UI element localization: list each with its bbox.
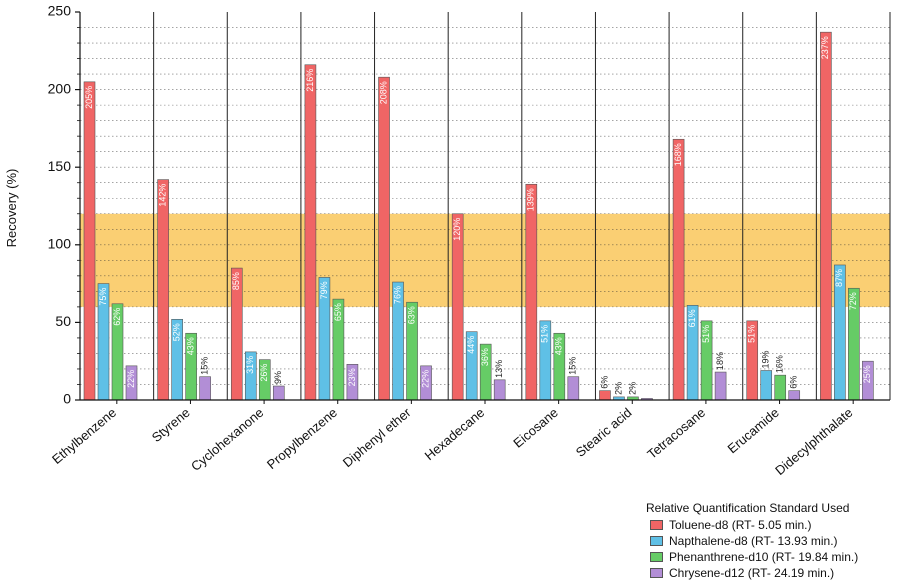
grid-layer: [80, 12, 890, 400]
bar-label-1-0: 75%: [98, 288, 108, 306]
bar-label-1-5: 44%: [466, 336, 476, 354]
bar-label-3-8: 18%: [715, 352, 725, 370]
bar-label-2-0: 62%: [112, 308, 122, 326]
legend-title: Relative Quantification Standard Used: [646, 501, 850, 515]
bar-label-3-0: 22%: [126, 370, 136, 388]
bar-label-1-10: 87%: [834, 269, 844, 287]
x-tick-label: Diphenyl ether: [340, 404, 414, 470]
y-tick-label: 0: [63, 391, 71, 407]
bar-label-3-1: 15%: [200, 357, 210, 375]
legend-swatch-chrysene: [650, 568, 663, 578]
bar-label-1-6: 51%: [540, 325, 550, 343]
bar-3-2: [272, 385, 285, 401]
bar-label-2-4: 63%: [406, 306, 416, 324]
bar-label-2-7: 2%: [627, 382, 637, 395]
x-tick-label: Tetracosane: [644, 405, 708, 462]
bar-label-1-1: 52%: [172, 323, 182, 341]
bar-0-4: [378, 76, 390, 401]
bar-label-3-5: 13%: [494, 360, 504, 378]
bar-label-2-10: 72%: [848, 292, 858, 310]
bar-layer: 205% 142% 85% 216% 208% 120% 139% 6% 168% 51% 237%…: [83, 31, 874, 401]
bar-label-3-9: 6%: [789, 376, 799, 389]
y-axis-label: Recovery (%): [4, 169, 19, 248]
bar-label-1-7: 2%: [613, 382, 623, 395]
y-tick-label: 200: [48, 80, 72, 96]
bar-label-0-4: 208%: [378, 81, 388, 104]
legend-label-napthalene: Napthalene-d8 (RT- 13.93 min.): [669, 534, 838, 548]
bar-label-3-6: 15%: [568, 357, 578, 375]
bar-label-1-2: 31%: [245, 356, 255, 374]
bar-label-2-6: 43%: [554, 337, 564, 355]
bar-label-3-3: 23%: [347, 368, 357, 386]
bar-0-10: [820, 31, 832, 401]
bar-label-2-3: 65%: [333, 303, 343, 321]
y-tick-label: 50: [55, 313, 71, 329]
bar-3-8: [714, 371, 727, 401]
bar-label-3-10: 25%: [862, 365, 872, 383]
legend-swatch-phenanthrene: [650, 552, 663, 562]
y-tick-label: 150: [48, 158, 72, 174]
bar-label-0-10: 237%: [820, 36, 830, 59]
bar-label-0-3: 216%: [305, 69, 315, 92]
bar-1-9: [760, 370, 773, 401]
bar-label-0-8: 168%: [673, 143, 683, 166]
x-tick-label: Didecylphthalate: [772, 405, 855, 478]
y-tick-label: 100: [48, 236, 72, 252]
bar-0-7: [599, 390, 611, 401]
bar-label-1-8: 61%: [687, 309, 697, 327]
legend-item-napthalene: Napthalene-d8 (RT- 13.93 min.): [646, 533, 904, 549]
bar-2-9: [774, 374, 787, 401]
legend: Relative Quantification Standard Used To…: [646, 501, 904, 581]
bar-3-5: [493, 379, 506, 401]
x-tick-label: Hexadecane: [422, 405, 488, 463]
x-tick-label: Cyclohexanone: [188, 405, 266, 474]
x-tick-label: Propylbenzene: [264, 405, 340, 472]
legend-item-chrysene: Chrysene-d12 (RT- 24.19 min.): [646, 565, 904, 581]
legend-label-toluene: Toluene-d8 (RT- 5.05 min.): [669, 518, 812, 532]
bar-0-8: [672, 138, 685, 401]
legend-swatch-toluene: [650, 520, 663, 530]
bar-label-2-8: 51%: [701, 325, 711, 343]
bar-label-2-2: 26%: [259, 364, 269, 382]
bar-label-3-4: 22%: [420, 370, 430, 388]
bar-label-0-1: 142%: [158, 184, 168, 207]
x-tick-label: Ethylbenzene: [49, 405, 119, 467]
bar-3-1: [199, 376, 211, 401]
bar-label-0-6: 139%: [526, 188, 536, 211]
bar-label-0-0: 205%: [84, 86, 94, 109]
bar-label-2-5: 36%: [480, 348, 490, 366]
legend-label-phenanthrene: Phenanthrene-d10 (RT- 19.84 min.): [669, 550, 859, 564]
bar-label-2-1: 43%: [186, 337, 196, 355]
x-tick-label: Styrene: [149, 405, 193, 445]
legend-label-chrysene: Chrysene-d12 (RT- 24.19 min.): [669, 566, 835, 580]
legend-swatch-napthalene: [650, 536, 663, 546]
bar-label-1-4: 76%: [392, 286, 402, 304]
bar-3-6: [567, 376, 580, 401]
bar-3-9: [788, 390, 801, 401]
bar-0-3: [304, 64, 317, 401]
legend-item-phenanthrene: Phenanthrene-d10 (RT- 19.84 min.): [646, 549, 904, 565]
bar-label-3-2: 9%: [273, 371, 283, 384]
bar-0-0: [83, 81, 96, 401]
x-tick-label: Erucamide: [725, 405, 782, 456]
legend-item-toluene: Toluene-d8 (RT- 5.05 min.): [646, 517, 904, 533]
bar-label-0-2: 85%: [231, 272, 241, 290]
x-tick-label: Stearic acid: [573, 405, 635, 460]
bar-label-0-5: 120%: [452, 218, 462, 241]
bar-label-2-9: 16%: [775, 355, 785, 373]
bar-0-6: [525, 183, 538, 401]
y-tick-label: 250: [48, 3, 72, 19]
bar-label-0-7: 6%: [599, 376, 609, 389]
bar-label-1-9: 19%: [761, 350, 771, 368]
bar-0-1: [157, 179, 169, 401]
bar-label-0-9: 51%: [747, 325, 757, 343]
x-tick-label: Eicosane: [510, 405, 561, 451]
bar-label-1-3: 79%: [319, 281, 329, 299]
